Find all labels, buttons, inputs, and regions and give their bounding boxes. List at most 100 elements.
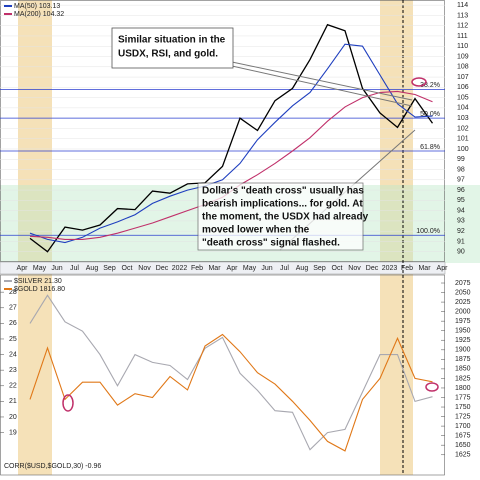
x-tick-label: Oct — [332, 265, 343, 272]
indicator-label: CORR($USD,$GOLD,30) -0.96 — [4, 463, 101, 470]
y2-tick-label: 2050 — [455, 289, 471, 296]
y-tick-label: 105 — [457, 94, 469, 101]
y2-tick-label: 1950 — [455, 328, 471, 335]
y2-tick-label: 1625 — [455, 452, 471, 459]
y2-tick-label: 1750 — [455, 404, 471, 411]
series-line — [29, 294, 433, 451]
legend-label: $SILVER 21.30 — [14, 278, 62, 285]
x-tick-label: Dec — [156, 265, 169, 272]
y-tick-label: 92 — [457, 228, 465, 235]
y-tick-label: 113 — [457, 12, 468, 19]
y-tick-label: 99 — [457, 156, 465, 163]
fib-label: 100.0% — [416, 228, 440, 235]
y-tick-label: 109 — [457, 53, 469, 60]
y2-tick-label: 1725 — [455, 413, 471, 420]
y-tick-label: 97 — [457, 177, 465, 184]
annotation-text: moved lower when the — [202, 225, 310, 236]
y2-tick-label: 1650 — [455, 442, 471, 449]
y-tick-label: 112 — [457, 23, 468, 30]
highlight-ellipse — [411, 77, 427, 87]
y-tick-label: 110 — [457, 43, 468, 50]
legend-label: $GOLD 1816.80 — [14, 286, 65, 293]
panel-frame — [0, 274, 445, 476]
highlight-ellipse — [425, 382, 439, 392]
annotation-text: Dollar's "death cross" usually has — [202, 186, 364, 197]
y-tick-label: 20 — [9, 414, 17, 421]
y2-tick-label: 1700 — [455, 423, 471, 430]
legend-label: MA(200) 104.32 — [14, 11, 64, 18]
y-tick-label: 100 — [457, 146, 469, 153]
pointer-line — [231, 65, 413, 107]
annotation-text: "death cross" signal flashed. — [202, 238, 340, 249]
x-axis-band — [0, 261, 446, 275]
fib-label: 38.2% — [420, 82, 440, 89]
annotation-box — [111, 27, 234, 69]
x-tick-label: May — [33, 265, 47, 272]
y2-tick-label: 2000 — [455, 308, 471, 315]
y-tick-label: 21 — [9, 398, 17, 405]
y2-tick-label: 1900 — [455, 347, 471, 354]
y-tick-label: 90 — [457, 249, 465, 256]
y2-tick-label: 1825 — [455, 375, 471, 382]
y-tick-label: 102 — [457, 125, 469, 132]
y2-tick-label: 1800 — [455, 385, 471, 392]
y-tick-label: 107 — [457, 74, 469, 81]
pointer-line — [231, 61, 413, 101]
highlight-ellipse — [62, 394, 74, 412]
x-tick-label: Feb — [401, 265, 413, 272]
y-tick-label: 19 — [9, 429, 17, 436]
x-tick-label: Mar — [418, 265, 431, 272]
panel-frame — [0, 0, 445, 262]
y-tick-label: 27 — [9, 305, 17, 312]
annotation-text: USDX, RSI, and gold. — [118, 49, 218, 60]
y2-tick-label: 1775 — [455, 394, 471, 401]
y-tick-label: 23 — [9, 367, 17, 374]
x-tick-label: Nov — [138, 265, 151, 272]
y-tick-label: 103 — [457, 115, 469, 122]
x-tick-label: 2023 — [382, 265, 398, 272]
x-tick-label: Oct — [122, 265, 133, 272]
y-tick-label: 114 — [457, 2, 468, 9]
y-tick-label: 95 — [457, 197, 465, 204]
y-tick-label: 93 — [457, 218, 465, 225]
y2-tick-label: 2025 — [455, 299, 471, 306]
y-tick-label: 91 — [457, 238, 465, 245]
y-tick-label: 106 — [457, 84, 469, 91]
series-line — [29, 23, 434, 253]
y-tick-label: 24 — [9, 351, 17, 358]
x-tick-label: Jul — [70, 265, 79, 272]
fib-label: 61.8% — [420, 144, 440, 151]
x-tick-label: Aug — [86, 265, 99, 272]
y-tick-label: 25 — [9, 336, 17, 343]
y-tick-label: 101 — [457, 136, 469, 143]
y2-tick-label: 2075 — [455, 280, 471, 287]
y2-tick-label: 1675 — [455, 432, 471, 439]
y-tick-label: 26 — [9, 320, 17, 327]
x-tick-label: Sep — [313, 265, 326, 272]
y-tick-label: 94 — [457, 207, 465, 214]
x-tick-label: Apr — [17, 265, 29, 272]
y-tick-label: 108 — [457, 64, 469, 71]
y-tick-label: 22 — [9, 383, 17, 390]
y-tick-label: 96 — [457, 187, 465, 194]
y2-tick-label: 1975 — [455, 318, 471, 325]
annotation-box — [197, 182, 364, 251]
y-tick-label: 111 — [457, 33, 468, 40]
y2-tick-label: 1925 — [455, 337, 471, 344]
x-tick-label: Apr — [227, 265, 239, 272]
x-tick-label: Sep — [103, 265, 116, 272]
series-line — [29, 333, 433, 452]
x-tick-label: Nov — [348, 265, 361, 272]
y2-tick-label: 1875 — [455, 356, 471, 363]
x-tick-label: May — [243, 265, 257, 272]
legend-label: MA(50) 103.13 — [14, 3, 60, 10]
annotation-text: Similar situation in the — [118, 35, 226, 46]
x-tick-label: Jun — [51, 265, 62, 272]
x-tick-label: Jul — [280, 265, 289, 272]
x-tick-label: Apr — [437, 265, 449, 272]
y-tick-label: 98 — [457, 166, 465, 173]
x-tick-label: Aug — [296, 265, 309, 272]
x-tick-label: Jun — [261, 265, 272, 272]
x-tick-label: 2022 — [172, 265, 188, 272]
